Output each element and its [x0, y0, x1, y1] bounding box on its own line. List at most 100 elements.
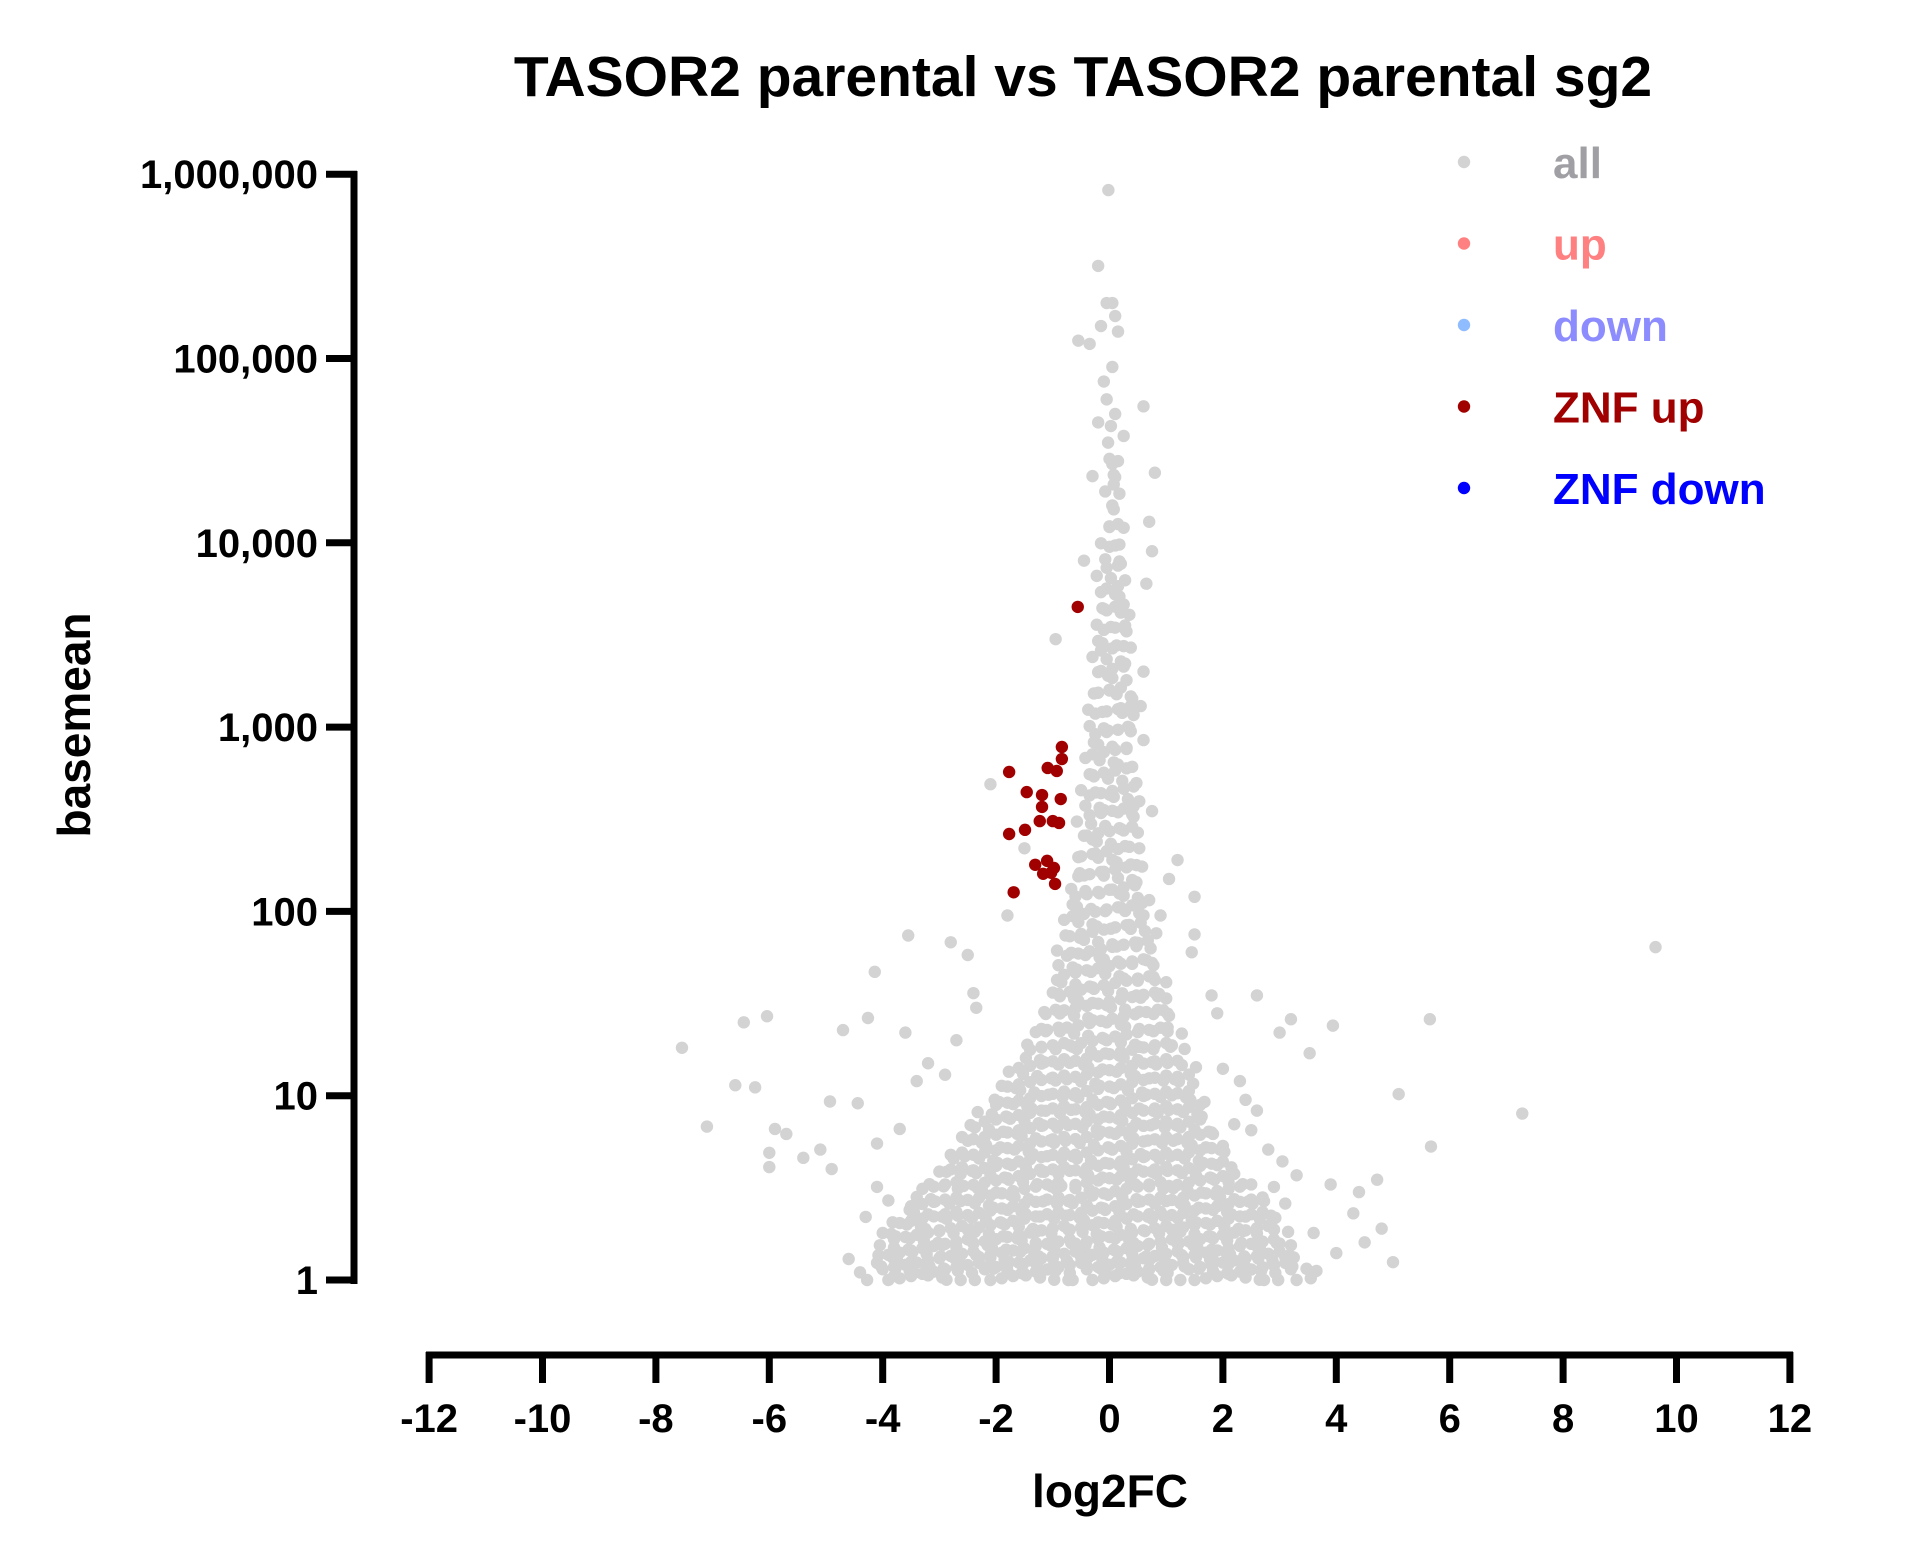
point-all	[1141, 1134, 1154, 1147]
point-all	[1134, 991, 1147, 1004]
point-all	[1002, 1065, 1016, 1078]
point-all	[1131, 936, 1145, 950]
legend-label: down	[1553, 302, 1668, 351]
point-all	[1086, 469, 1099, 483]
point-all	[1177, 1250, 1190, 1264]
point-all	[1114, 702, 1128, 715]
legend-label: ZNF up	[1553, 384, 1705, 433]
point-all	[1284, 1239, 1298, 1252]
point-all	[1097, 865, 1111, 878]
x-tick-label: -2	[978, 1397, 1014, 1441]
point-all	[851, 1097, 864, 1110]
point-all	[1276, 1155, 1289, 1168]
point-all	[1048, 1212, 1061, 1225]
legend-item: ZNF down	[1457, 465, 1766, 514]
point-all	[1151, 1106, 1164, 1120]
point-all	[1002, 1173, 1016, 1186]
point-all	[1036, 1195, 1050, 1208]
point-all	[940, 1273, 953, 1286]
point-all	[1100, 393, 1113, 406]
point-all	[1245, 1123, 1258, 1137]
point-all	[1358, 1236, 1371, 1249]
point-all	[1049, 632, 1062, 646]
point-all	[1099, 1203, 1112, 1217]
point-all	[1279, 1197, 1292, 1210]
point-all	[1171, 1178, 1184, 1192]
point-all	[1050, 1121, 1064, 1134]
point-all	[814, 1143, 827, 1156]
point-all	[1140, 953, 1153, 967]
point-all	[1171, 1164, 1184, 1177]
point-all	[1108, 309, 1122, 323]
point-all	[1133, 1040, 1146, 1054]
point-all	[1182, 1263, 1196, 1276]
point-all	[1065, 882, 1078, 896]
point-all	[1188, 928, 1201, 941]
point-all	[1152, 987, 1166, 1001]
point-all	[944, 936, 957, 949]
point-all	[1111, 758, 1125, 771]
point-all	[1130, 876, 1143, 889]
point-all	[1158, 1121, 1171, 1134]
point-znf-up	[1002, 765, 1016, 779]
point-all	[1094, 664, 1108, 678]
point-all	[972, 1250, 986, 1264]
point-all	[1240, 1262, 1254, 1275]
point-all	[1195, 1110, 1208, 1123]
point-all	[1177, 1221, 1190, 1234]
point-all	[1116, 987, 1129, 1000]
point-all	[1188, 890, 1201, 904]
point-all	[1091, 738, 1105, 751]
point-all	[1165, 1208, 1179, 1222]
point-all	[1267, 1223, 1281, 1236]
point-all	[1228, 1118, 1241, 1131]
point-all	[937, 1180, 950, 1193]
point-all	[1080, 829, 1094, 842]
point-all	[1072, 1019, 1085, 1032]
point-all	[1160, 976, 1173, 989]
point-all	[1225, 1208, 1238, 1221]
point-all	[1198, 1095, 1211, 1109]
point-all	[1013, 1084, 1027, 1097]
point-all	[967, 1178, 980, 1192]
point-all	[1267, 1180, 1281, 1194]
point-all	[967, 1164, 980, 1177]
point-all	[1117, 521, 1130, 534]
point-all	[1154, 1090, 1167, 1104]
x-tick-label: 12	[1768, 1397, 1813, 1441]
point-all	[1113, 590, 1126, 603]
point-all	[1239, 1210, 1252, 1223]
point-all	[1127, 1236, 1140, 1250]
point-all	[1083, 945, 1096, 958]
point-all	[1052, 958, 1065, 972]
x-tick-label: 10	[1654, 1397, 1699, 1441]
point-all	[1070, 815, 1084, 828]
point-all	[1086, 1273, 1099, 1287]
point-all	[1083, 809, 1096, 822]
point-all	[1049, 1074, 1062, 1087]
point-all	[1001, 1126, 1014, 1139]
point-all	[1063, 930, 1077, 943]
point-all	[1124, 641, 1137, 654]
point-all	[1250, 1104, 1264, 1117]
point-all	[1069, 1070, 1082, 1084]
point-all	[1074, 1250, 1088, 1264]
legend-marker-icon	[1457, 400, 1471, 413]
point-znf-up	[1035, 788, 1049, 802]
point-all	[1063, 1208, 1077, 1222]
y-tick-label: 100,000	[173, 338, 318, 382]
point-all	[1128, 1177, 1142, 1191]
point-znf-up	[1050, 764, 1063, 778]
point-all	[700, 1120, 714, 1133]
legend-label: ZNF down	[1553, 465, 1766, 514]
x-tick-label: -12	[400, 1397, 458, 1441]
point-all	[876, 1263, 889, 1276]
point-all	[1040, 1150, 1054, 1163]
point-all	[1104, 571, 1118, 585]
point-all	[1101, 724, 1115, 737]
point-all	[1147, 1025, 1160, 1038]
point-all	[1171, 1132, 1184, 1146]
point-all	[1048, 1241, 1061, 1254]
point-all	[1090, 920, 1103, 933]
